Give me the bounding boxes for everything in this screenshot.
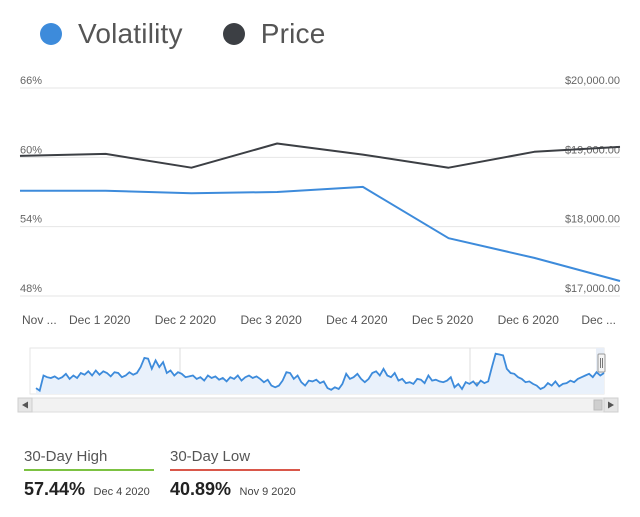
x-tick-label: Dec 1 2020 bbox=[69, 313, 131, 327]
navigator-chart[interactable]: 20182020 bbox=[0, 340, 640, 420]
legend-item-volatility[interactable]: Volatility bbox=[40, 18, 183, 50]
y-right-tick-label: $20,000.00 bbox=[565, 75, 620, 87]
volatility-dot-icon bbox=[40, 23, 62, 45]
stat-low-date: Nov 9 2020 bbox=[239, 486, 296, 498]
x-tick-label: Nov ... bbox=[22, 313, 57, 327]
stat-high-rule bbox=[24, 469, 154, 471]
stat-high-date: Dec 4 2020 bbox=[93, 486, 150, 498]
x-tick-label: Dec 2 2020 bbox=[155, 313, 217, 327]
x-tick-label: Dec 6 2020 bbox=[498, 313, 560, 327]
y-left-tick-label: 66% bbox=[20, 75, 42, 87]
chart-legend: Volatility Price bbox=[40, 18, 366, 50]
stat-30day-low: 30-Day Low 40.89% Nov 9 2020 bbox=[170, 448, 300, 500]
y-right-tick-label: $18,000.00 bbox=[565, 214, 620, 226]
stat-high-label: 30-Day High bbox=[24, 448, 108, 465]
y-left-tick-label: 54% bbox=[20, 214, 42, 226]
stat-30day-high: 30-Day High 57.44% Dec 4 2020 bbox=[24, 448, 154, 500]
chevron-left-icon bbox=[22, 401, 28, 409]
legend-label-volatility: Volatility bbox=[78, 18, 183, 49]
y-left-tick-label: 48% bbox=[20, 283, 42, 295]
stat-high-value: 57.44% bbox=[24, 479, 86, 499]
y-left-tick-label: 60% bbox=[20, 144, 42, 156]
navigator-scrollbar-thumb[interactable] bbox=[593, 399, 603, 411]
stats-panel: 30-Day High 57.44% Dec 4 2020 30-Day Low… bbox=[24, 448, 316, 500]
stat-low-rule bbox=[170, 469, 300, 471]
price-dot-icon bbox=[222, 23, 245, 45]
y-right-tick-label: $17,000.00 bbox=[565, 283, 620, 295]
chevron-right-icon bbox=[608, 401, 614, 409]
series-line-volatility bbox=[20, 185, 621, 282]
x-tick-label: Dec ... bbox=[581, 313, 616, 327]
legend-item-price[interactable]: Price bbox=[222, 18, 326, 50]
stat-low-value: 40.89% bbox=[170, 479, 232, 499]
x-tick-label: Dec 5 2020 bbox=[412, 313, 474, 327]
series-line-price bbox=[19, 142, 621, 169]
x-tick-label: Dec 3 2020 bbox=[240, 313, 302, 327]
navigator-area bbox=[36, 353, 604, 394]
navigator-scrollbar-track[interactable] bbox=[17, 397, 619, 413]
x-tick-label: Dec 4 2020 bbox=[326, 313, 388, 327]
navigator-handle[interactable] bbox=[597, 353, 606, 373]
legend-label-price: Price bbox=[260, 18, 326, 49]
stat-low-label: 30-Day Low bbox=[170, 448, 251, 465]
navigator-series-line bbox=[35, 352, 605, 393]
